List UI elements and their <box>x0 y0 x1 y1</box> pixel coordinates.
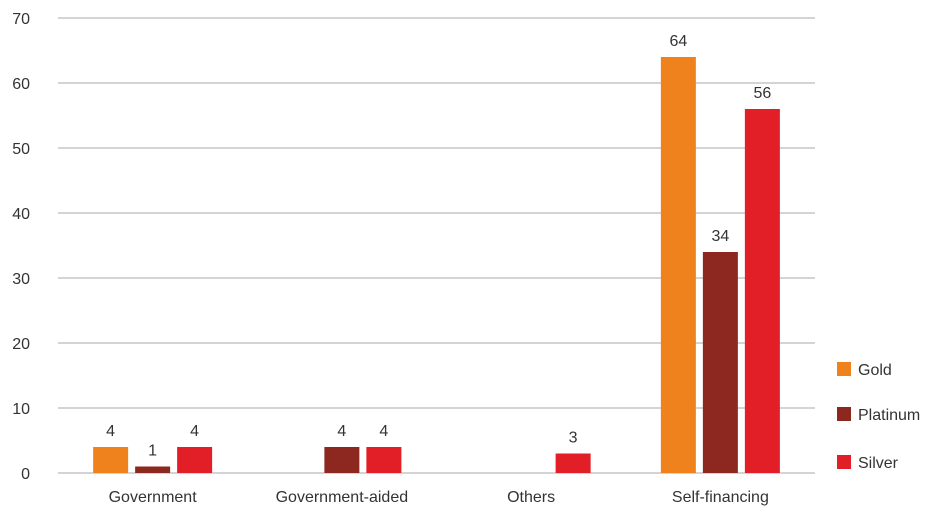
y-tick-label: 30 <box>12 271 30 288</box>
bar-silver-4 <box>744 109 780 473</box>
bar-platinum-2 <box>324 447 360 473</box>
x-axis-ticks: Government Government-aided Others Self-fin… <box>109 489 769 506</box>
data-label: 4 <box>379 423 388 440</box>
legend-label: Platinum <box>858 407 920 424</box>
bar-platinum-1 <box>135 466 171 473</box>
bar-silver-2 <box>366 447 402 473</box>
legend-swatch-platinum <box>837 407 851 421</box>
data-label: 4 <box>337 423 346 440</box>
gridlines <box>58 17 815 474</box>
data-label: 1 <box>148 443 157 460</box>
x-tick-label: Self-financing <box>672 489 769 506</box>
y-tick-label: 20 <box>12 336 30 353</box>
y-tick-label: 50 <box>12 141 30 158</box>
x-tick-label: Government <box>109 489 198 506</box>
bars <box>93 57 780 473</box>
y-tick-label: 10 <box>12 401 30 418</box>
bar-gold-4 <box>660 57 696 473</box>
legend-label: Gold <box>858 362 892 379</box>
bar-gold-1 <box>93 447 129 473</box>
y-tick-label: 60 <box>12 76 30 93</box>
bar-platinum-4 <box>702 252 738 473</box>
data-label: 56 <box>753 85 771 102</box>
data-label: 64 <box>669 33 687 50</box>
legend-swatch-gold <box>837 362 851 376</box>
data-labels: 4 1 4 4 4 3 64 34 56 <box>106 33 771 460</box>
data-label: 4 <box>190 423 199 440</box>
legend-swatch-silver <box>837 455 851 469</box>
bar-silver-1 <box>177 447 213 473</box>
x-tick-label: Government-aided <box>276 489 409 506</box>
x-tick-label: Others <box>507 489 555 506</box>
y-axis-ticks: 0 10 20 30 40 50 60 70 <box>12 11 30 483</box>
legend: Gold Platinum Silver <box>837 362 920 472</box>
bar-silver-3 <box>555 453 591 473</box>
data-label: 3 <box>569 430 578 447</box>
y-tick-label: 40 <box>12 206 30 223</box>
y-tick-label: 70 <box>12 11 30 28</box>
data-label: 34 <box>711 228 729 245</box>
data-label: 4 <box>106 423 115 440</box>
y-tick-label: 0 <box>21 466 30 483</box>
legend-label: Silver <box>858 455 899 472</box>
